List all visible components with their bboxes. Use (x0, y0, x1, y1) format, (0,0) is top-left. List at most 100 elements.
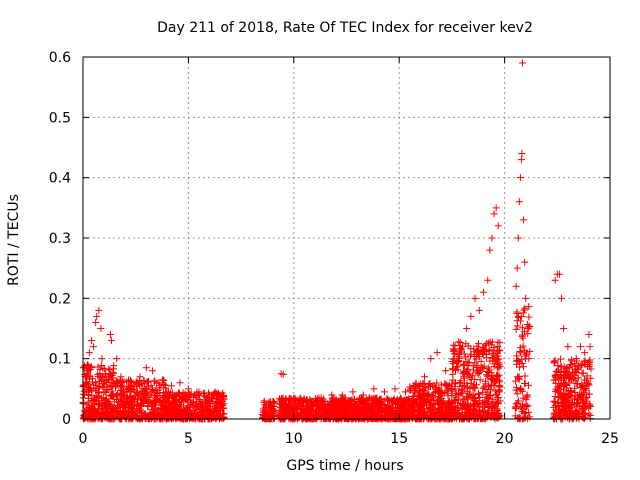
data-point (152, 405, 160, 413)
data-point (475, 389, 483, 397)
data-point (512, 325, 520, 333)
data-point (99, 410, 107, 418)
data-point (102, 412, 110, 420)
data-point (513, 390, 521, 398)
data-point (551, 376, 559, 384)
data-point (159, 394, 167, 402)
data-point (331, 395, 339, 403)
data-point (134, 380, 142, 388)
data-point (551, 409, 559, 417)
data-point (193, 391, 201, 399)
data-point (431, 399, 439, 407)
data-point (586, 412, 594, 420)
data-point (555, 375, 563, 383)
data-point (420, 373, 428, 381)
data-point (113, 391, 121, 399)
data-point (419, 409, 427, 417)
data-point (103, 385, 111, 393)
data-point (522, 409, 530, 417)
data-point (473, 342, 481, 350)
data-point (349, 407, 357, 415)
data-point (466, 374, 474, 382)
data-point (407, 408, 415, 416)
y-tick-label: 0.5 (49, 110, 71, 126)
data-point (134, 395, 142, 403)
data-point (522, 294, 530, 302)
data-point (299, 414, 307, 422)
data-point (555, 270, 563, 278)
data-point (287, 406, 295, 414)
data-point (414, 391, 422, 399)
data-point (127, 409, 135, 417)
data-point (514, 414, 522, 422)
data-point (513, 360, 521, 368)
data-point (106, 366, 114, 374)
data-point (406, 383, 414, 391)
data-point (98, 355, 106, 363)
data-point (174, 405, 182, 413)
data-point (84, 380, 92, 388)
data-point (457, 411, 465, 419)
data-point (192, 392, 200, 400)
data-point (374, 414, 382, 422)
data-point (580, 414, 588, 422)
data-point (484, 276, 492, 284)
data-point (94, 363, 102, 371)
data-point (98, 410, 106, 418)
data-point (115, 397, 123, 405)
data-point (520, 306, 528, 314)
data-point (166, 411, 174, 419)
data-point (521, 352, 529, 360)
y-tick-label: 0.2 (49, 291, 71, 307)
data-point (365, 412, 373, 420)
data-point (338, 399, 346, 407)
data-point (187, 399, 195, 407)
data-point (80, 390, 88, 398)
data-point (580, 358, 588, 366)
data-point (375, 407, 383, 415)
data-point (496, 346, 504, 354)
data-point (86, 385, 94, 393)
data-point (462, 353, 470, 361)
data-point (474, 362, 482, 370)
data-point (465, 370, 473, 378)
data-point (433, 349, 441, 357)
data-point (107, 337, 115, 345)
data-point (190, 406, 198, 414)
x-tick-label: 0 (79, 431, 88, 447)
data-point (488, 395, 496, 403)
data-point (496, 339, 504, 347)
data-point (478, 364, 486, 372)
data-point (466, 352, 474, 360)
data-point (475, 353, 483, 361)
data-point (332, 398, 340, 406)
data-point (184, 392, 192, 400)
data-point (564, 371, 572, 379)
y-tick-label: 0 (62, 412, 71, 428)
data-point (433, 410, 441, 418)
data-point (455, 390, 463, 398)
data-point (568, 361, 576, 369)
data-point (97, 325, 105, 332)
data-point (461, 361, 469, 369)
data-point (572, 355, 580, 363)
data-point (146, 393, 154, 401)
data-point (91, 379, 99, 387)
data-point (90, 405, 98, 413)
data-point (458, 343, 466, 351)
data-point (581, 357, 589, 365)
data-point (100, 384, 108, 392)
data-point (94, 371, 102, 379)
data-point (465, 358, 473, 366)
x-tick-label: 15 (390, 431, 408, 447)
data-point (466, 403, 474, 411)
data-point (123, 394, 131, 402)
data-point (105, 400, 113, 408)
data-point (121, 414, 129, 422)
data-point (99, 399, 107, 407)
data-point (513, 317, 521, 325)
data-point (368, 395, 376, 403)
data-point (526, 348, 534, 356)
data-point (471, 397, 479, 405)
